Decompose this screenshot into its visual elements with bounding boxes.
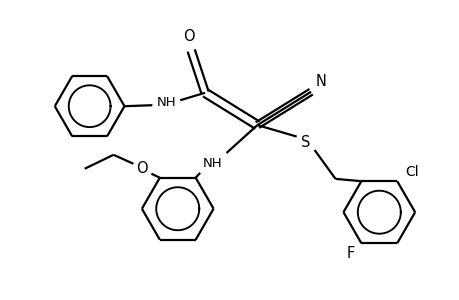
Text: N: N xyxy=(315,74,326,89)
Text: Cl: Cl xyxy=(404,165,418,179)
Text: NH: NH xyxy=(156,96,176,109)
Text: O: O xyxy=(183,29,194,44)
Text: S: S xyxy=(300,135,310,150)
Text: O: O xyxy=(136,161,148,176)
Text: F: F xyxy=(346,246,354,261)
Text: NH: NH xyxy=(202,158,222,170)
